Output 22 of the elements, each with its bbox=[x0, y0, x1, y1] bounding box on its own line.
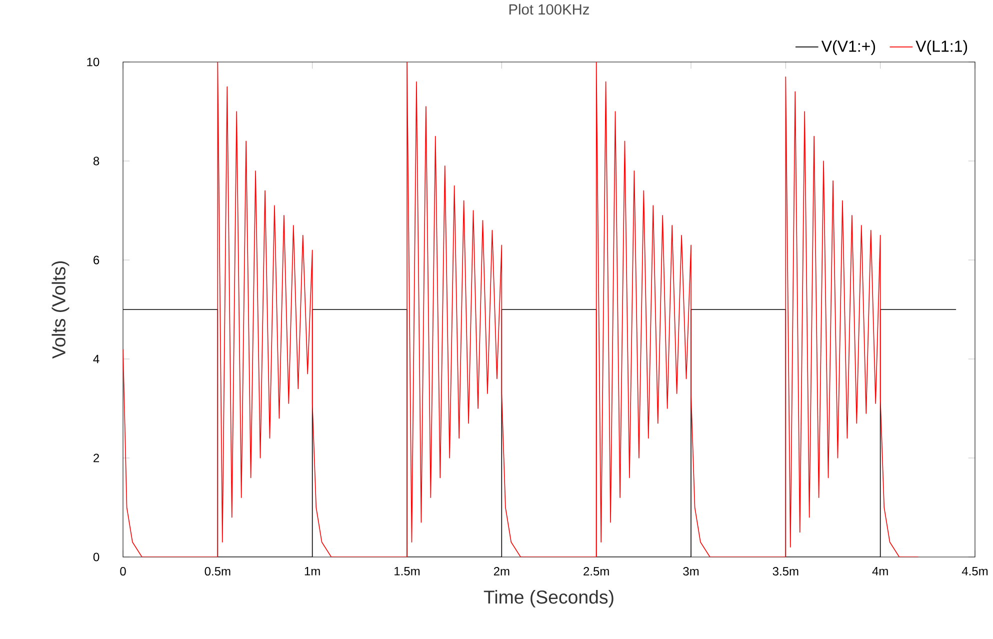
y-tick-label: 4 bbox=[93, 354, 100, 364]
y-tick-label: 2 bbox=[94, 454, 100, 462]
x-tick-label: 4.5m bbox=[962, 567, 988, 576]
y-tick-label: 6 bbox=[94, 256, 100, 264]
y-tick-label: 10 bbox=[87, 58, 100, 66]
x-tick-label: 1m bbox=[304, 567, 320, 576]
x-tick-label: 2.5m bbox=[584, 567, 609, 576]
x-tick-label: 0 bbox=[120, 567, 126, 576]
y-axis-title: Volts (Volts) bbox=[52, 261, 70, 359]
x-tick-label: 3.5m bbox=[772, 567, 798, 576]
y-tick-label: 8 bbox=[93, 156, 100, 166]
line-series bbox=[123, 62, 919, 557]
x-tick-label: 3m bbox=[683, 567, 699, 576]
x-tick-label: 4m bbox=[872, 567, 888, 576]
chart-title: Plot 100KHz bbox=[509, 4, 590, 15]
x-tick-label: 1.5m bbox=[394, 567, 420, 576]
legend-label: V(V1:+) bbox=[821, 40, 876, 56]
legend-label: V(L1:1) bbox=[916, 40, 968, 56]
x-axis-title: Time (Seconds) bbox=[484, 590, 614, 608]
x-tick-label: 2m bbox=[494, 567, 510, 576]
x-tick-label: 0.5m bbox=[204, 567, 230, 576]
y-tick-label: 0 bbox=[93, 552, 100, 562]
